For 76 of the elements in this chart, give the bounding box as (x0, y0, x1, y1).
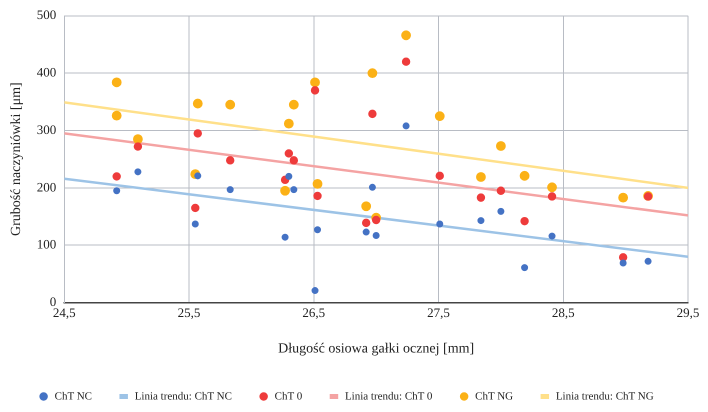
point (520, 170, 530, 181)
point (548, 232, 556, 240)
point (618, 192, 628, 203)
point (112, 172, 121, 181)
point (288, 100, 299, 110)
point (113, 187, 120, 194)
point (368, 184, 376, 191)
point (134, 142, 142, 151)
y-tick-label: 100 (36, 236, 56, 252)
point (644, 258, 652, 265)
point (194, 172, 202, 180)
point (285, 172, 292, 180)
point (313, 192, 322, 200)
point (192, 220, 199, 228)
legend-label: ChT 0 (274, 390, 303, 402)
point (368, 110, 377, 118)
legend-label: ChT NG (475, 390, 514, 402)
point (476, 193, 486, 202)
point (497, 208, 504, 215)
point (362, 228, 370, 236)
point (290, 186, 298, 194)
point (436, 172, 444, 180)
point (362, 218, 370, 228)
point (496, 186, 506, 195)
legend-label: Linia trendu: ChT 0 (344, 390, 433, 402)
legend-label: ChT NC (54, 390, 92, 402)
legend-label: Linia trendu: ChT NG (556, 390, 654, 402)
point (112, 77, 122, 88)
point (310, 86, 320, 95)
point (496, 141, 506, 151)
point (548, 192, 556, 201)
point (194, 129, 202, 138)
point (134, 168, 142, 176)
point (192, 98, 203, 108)
x-tick-label: 26,5 (302, 304, 326, 320)
y-tick-label: 200 (36, 179, 56, 194)
point (282, 234, 289, 241)
point (112, 110, 122, 121)
point (284, 149, 294, 158)
point (520, 216, 529, 226)
x-tick-label: 28,5 (552, 304, 575, 320)
point (547, 182, 557, 192)
point (226, 156, 234, 165)
y-axis-title: Grubość naczyniówki [μm] (9, 82, 24, 236)
point (312, 178, 322, 189)
point (280, 186, 290, 196)
y-tick-label: 500 (36, 7, 56, 22)
point (361, 201, 372, 212)
point (434, 111, 445, 122)
point (191, 204, 200, 212)
point (402, 57, 410, 66)
point (314, 226, 322, 234)
x-tick-label: 25,5 (178, 304, 200, 320)
point (226, 186, 234, 194)
point (132, 134, 143, 144)
point (402, 122, 410, 130)
point (477, 217, 484, 224)
point (401, 30, 411, 40)
y-tick-label: 300 (36, 122, 56, 137)
point (372, 232, 380, 239)
y-tick-label: 400 (36, 64, 56, 80)
x-axis-title: Długość osiowa gałki ocznej [mm] (278, 341, 474, 356)
point (310, 77, 320, 88)
point (312, 287, 319, 294)
point (620, 260, 627, 267)
point (436, 220, 444, 228)
x-tick-label: 29,5 (676, 304, 700, 320)
x-tick-label: 27,5 (427, 304, 450, 320)
point (372, 216, 380, 224)
point (225, 100, 236, 110)
point (368, 68, 378, 78)
point (290, 156, 298, 165)
point (284, 118, 294, 129)
point (521, 264, 528, 272)
point (476, 172, 486, 182)
legend-label: Linia trendu: ChT NC (134, 390, 232, 402)
